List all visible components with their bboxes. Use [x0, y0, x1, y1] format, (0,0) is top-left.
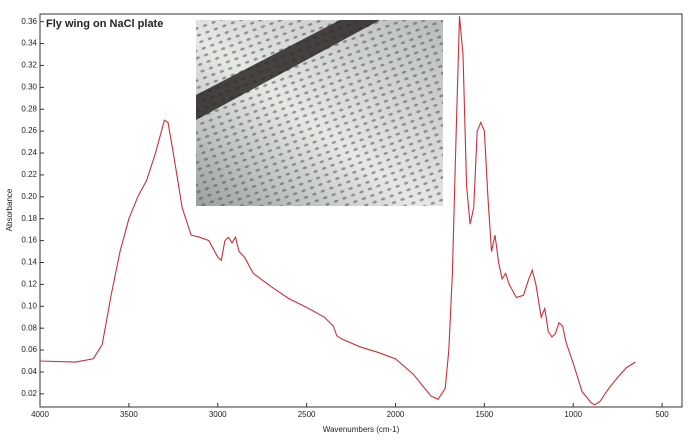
plot-frame	[39, 13, 683, 408]
y-tick-label: 0.28	[21, 104, 37, 113]
y-tick-label: 0.22	[21, 170, 37, 179]
y-tick-label: 0.36	[21, 17, 37, 26]
y-tick-label: 0.14	[21, 258, 37, 267]
x-tick-label: 500	[655, 410, 669, 419]
chart-title: Fly wing on NaCl plate	[46, 18, 163, 30]
y-tick-label: 0.20	[21, 192, 37, 201]
y-tick-label: 0.18	[21, 214, 37, 223]
y-tick-label: 0.06	[21, 345, 37, 354]
spectrum-line	[39, 16, 636, 406]
y-axis-label: Absorbance	[5, 188, 14, 231]
y-tick-label: 0.10	[21, 301, 37, 310]
y-tick-label: 0.30	[21, 82, 37, 91]
x-tick-label: 3500	[120, 410, 138, 419]
y-tick-label: 0.12	[21, 280, 37, 289]
inset-photo	[196, 20, 443, 206]
x-tick-label: 2500	[298, 410, 316, 419]
y-tick-label: 0.24	[21, 148, 37, 157]
y-tick-label: 0.16	[21, 236, 37, 245]
x-tick-label: 2000	[387, 410, 405, 419]
x-tick-label: 1500	[475, 410, 493, 419]
x-tick-label: 1000	[564, 410, 582, 419]
x-axis-label: Wavenumbers (cm-1)	[323, 425, 400, 434]
y-tick-label: 0.32	[21, 61, 37, 70]
y-tick-label: 0.08	[21, 323, 37, 332]
x-tick-label: 3000	[209, 410, 227, 419]
y-tick-label: 0.04	[21, 367, 37, 376]
y-tick-label: 0.02	[21, 389, 37, 398]
y-tick-label: 0.26	[21, 126, 37, 135]
y-tick-label: 0.34	[21, 39, 37, 48]
x-tick-label: 4000	[31, 410, 49, 419]
